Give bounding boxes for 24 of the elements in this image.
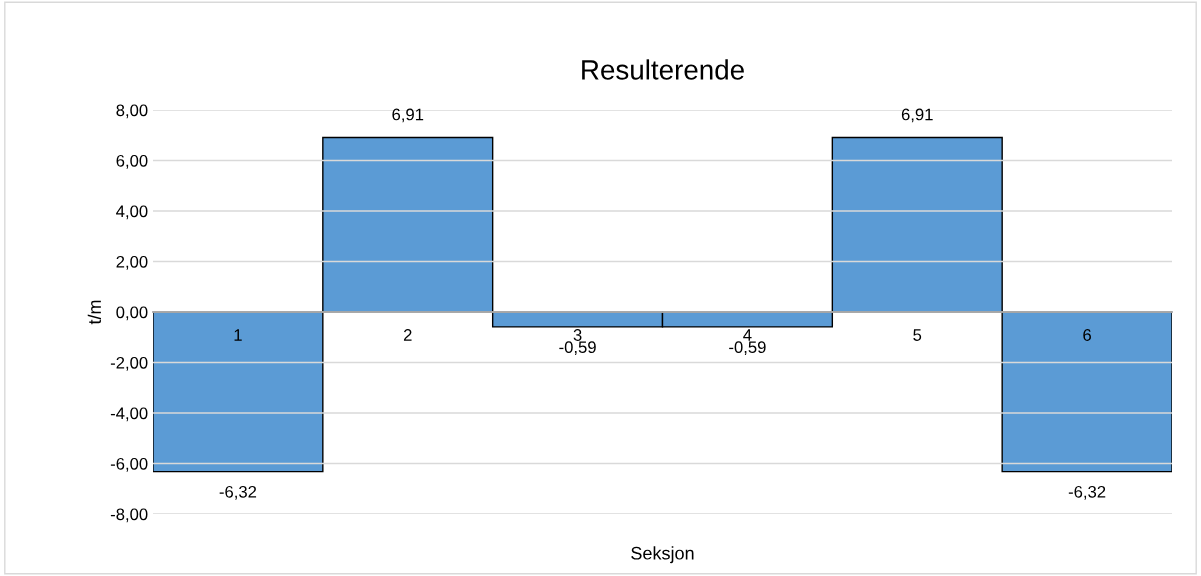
data-label: -6,32 (219, 485, 257, 500)
y-tick-label: -2,00 (110, 356, 148, 371)
data-label: -6,32 (1068, 485, 1106, 500)
data-label: -0,59 (559, 341, 596, 355)
y-tick-label: -8,00 (110, 508, 148, 523)
x-tick-label: 6 (1083, 329, 1091, 341)
x-tick-label: 4 (743, 329, 752, 341)
y-tick-label: 6,00 (116, 154, 148, 169)
y-tick-label: 2,00 (116, 255, 148, 270)
chart-title: Resulterende (582, 59, 744, 80)
y-tick-label: 0,00 (116, 306, 148, 321)
y-tick-label: -6,00 (110, 457, 148, 472)
y-tick-label: -4,00 (110, 407, 148, 422)
data-label: -0,59 (729, 341, 766, 355)
data-label: 6,91 (901, 108, 933, 123)
x-tick-label: 5 (913, 329, 922, 341)
y-tick-label: 8,00 (116, 104, 148, 119)
x-tick-label: 1 (234, 329, 242, 341)
x-axis-title: Seksjon (631, 546, 694, 564)
y-tick-label: 4,00 (116, 205, 148, 220)
y-axis-title: t/m (87, 300, 102, 325)
x-tick-label: 3 (573, 329, 582, 341)
data-label: 6,91 (392, 108, 424, 123)
x-tick-label: 2 (403, 329, 412, 341)
